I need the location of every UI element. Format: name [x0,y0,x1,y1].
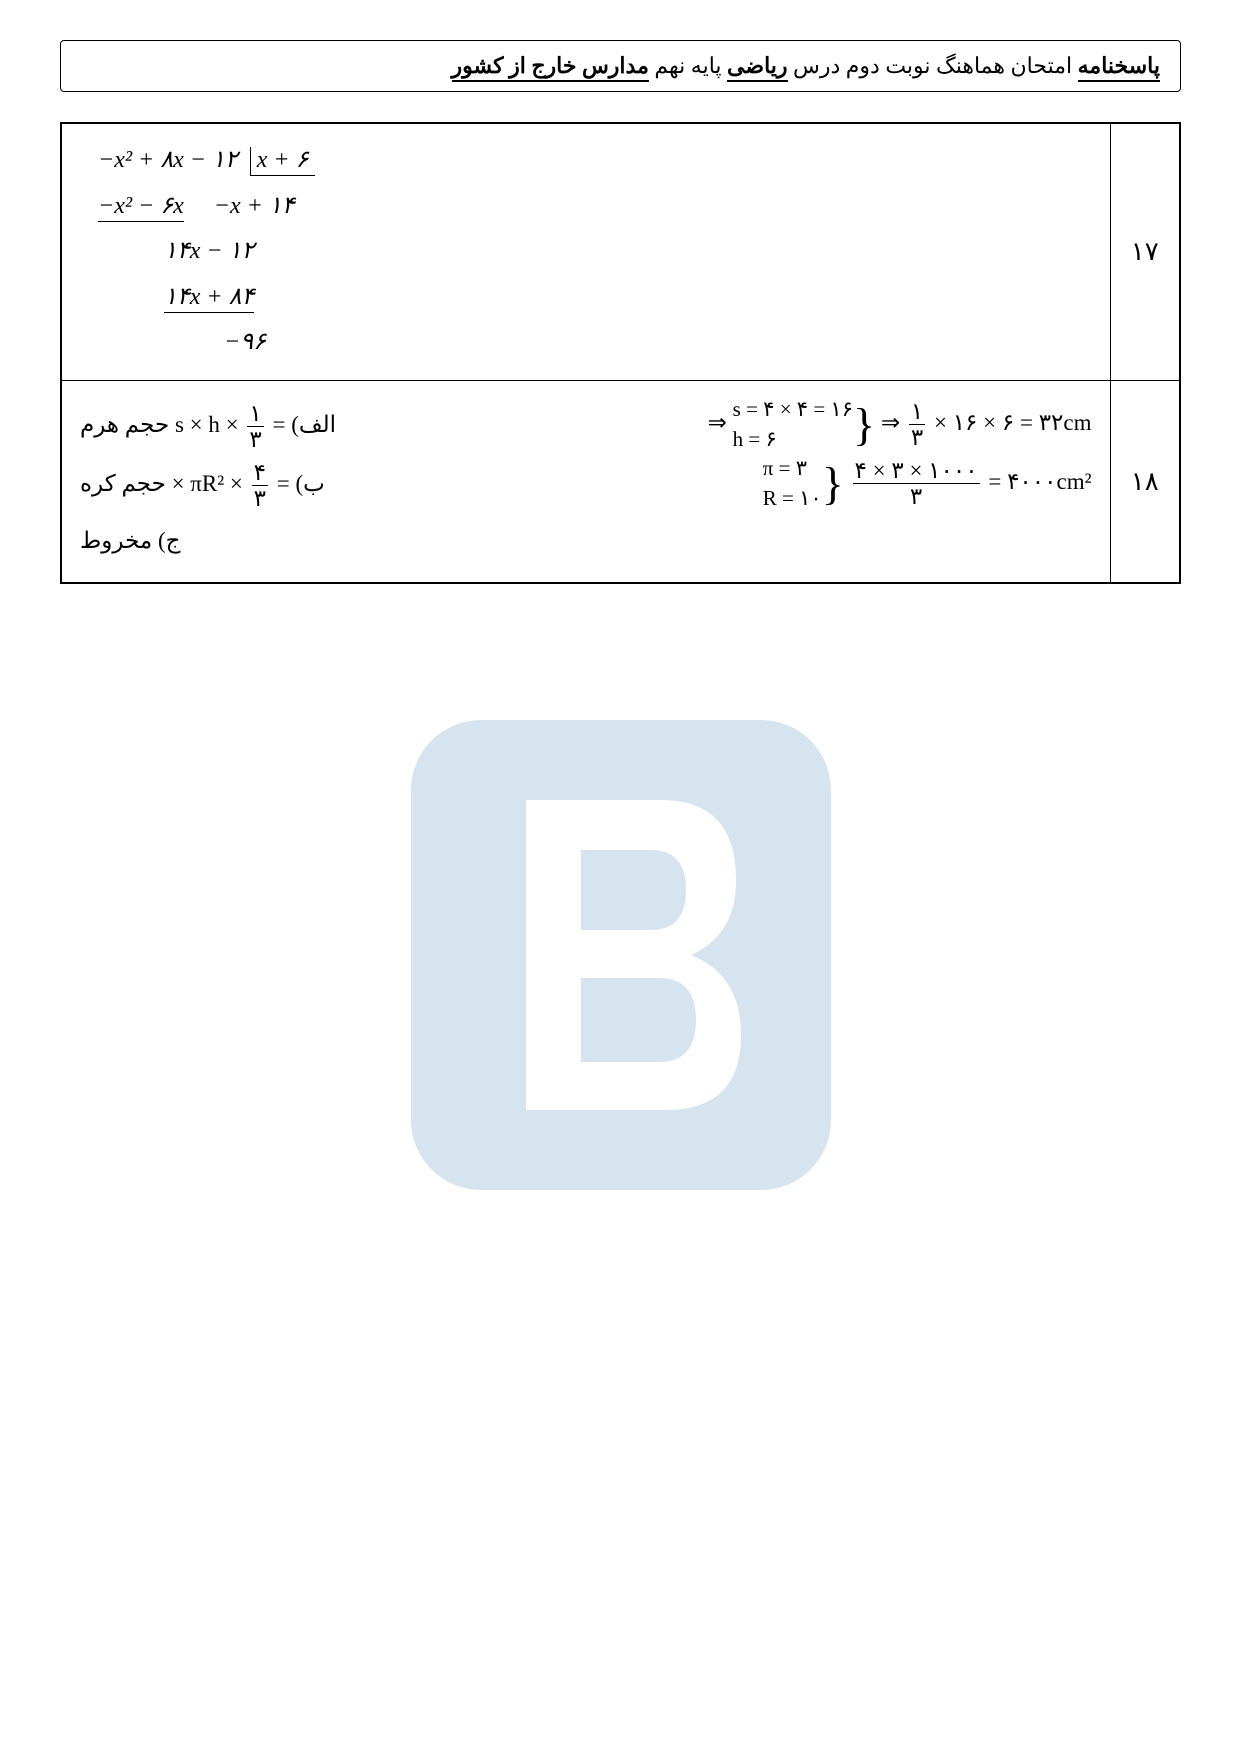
q17-l5: −۹۶ [224,329,266,355]
q17-num: ۱۷ [1110,123,1180,380]
q17-l2b: −x + ۱۴ [214,193,295,219]
q17-l1b: x + ۶ [250,147,315,176]
header-box: پاسخنامه امتحان هماهنگ نوبت دوم درس ریاض… [60,40,1181,92]
q17-body: −x² + ۸x − ۱۲ x + ۶ −x² − ۶x −x + ۱۴ ۱۴x… [61,123,1110,380]
q18-alef-calc: ⇒ s = ۴ × ۴ = ۱۶h = ۶} ⇒ ۱۳ × ۱۶ × ۶ = ۳… [708,395,1092,454]
q18-body: ⇒ s = ۴ × ۴ = ۱۶h = ۶} ⇒ ۱۳ × ۱۶ × ۶ = ۳… [61,380,1110,583]
header-subject: ریاضی [727,53,787,82]
header-bold1: پاسخنامه [1078,53,1160,82]
q17-l2a: −x² − ۶x [98,193,184,222]
header-t2: پایه نهم [649,53,727,78]
header-t1: امتحان هماهنگ نوبت دوم درس [788,53,1078,78]
q18-alef-formula: الف) s × h × ۱۳ = حجم هرم [80,397,336,453]
q18-num: ۱۸ [1110,380,1180,583]
q18-beh-formula: ب) × πR² × ۴۳ = حجم کره [80,456,325,512]
q18-jim: ج) مخروط [80,513,181,568]
q17-l4: ۱۴x + ۸۴ [164,284,254,313]
q17-l3: ۱۴x − ۱۲ [164,238,254,264]
q18-beh-calc: π = ۳R = ۱۰} ۴ × ۳ × ۱۰۰۰۳ = ۴۰۰۰cm² [763,454,1092,513]
watermark-logo [411,720,831,1190]
answers-table: −x² + ۸x − ۱۲ x + ۶ −x² − ۶x −x + ۱۴ ۱۴x… [60,122,1181,584]
header-schools: مدارس خارج از کشور [452,53,649,82]
q17-l1a: −x² + ۸x − ۱۲ [98,147,238,173]
